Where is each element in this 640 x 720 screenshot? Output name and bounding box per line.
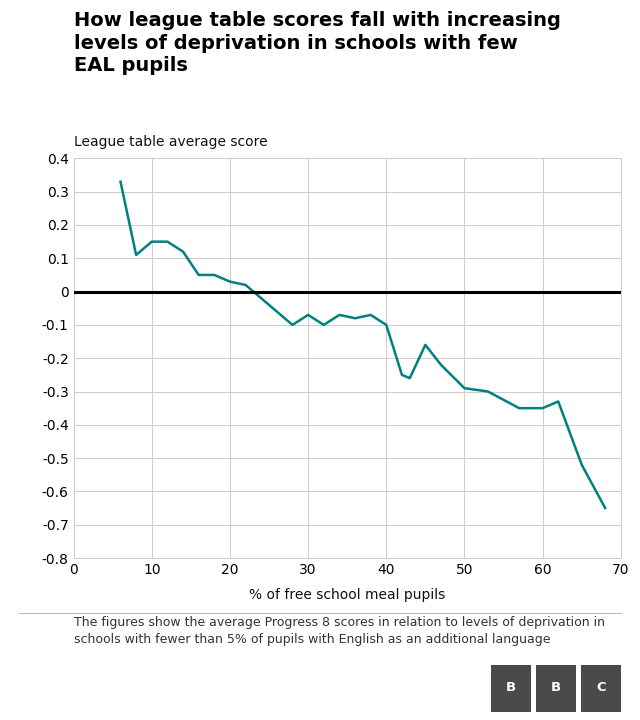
Text: B: B: [551, 681, 561, 694]
Text: C: C: [596, 681, 605, 694]
Text: % of free school meal pupils: % of free school meal pupils: [250, 588, 445, 602]
Text: B: B: [506, 681, 516, 694]
Text: The figures show the average Progress 8 scores in relation to levels of deprivat: The figures show the average Progress 8 …: [74, 616, 605, 647]
Text: League table average score: League table average score: [74, 135, 268, 149]
FancyBboxPatch shape: [581, 665, 621, 711]
Text: How league table scores fall with increasing
levels of deprivation in schools wi: How league table scores fall with increa…: [74, 11, 561, 76]
FancyBboxPatch shape: [491, 665, 531, 711]
FancyBboxPatch shape: [536, 665, 576, 711]
